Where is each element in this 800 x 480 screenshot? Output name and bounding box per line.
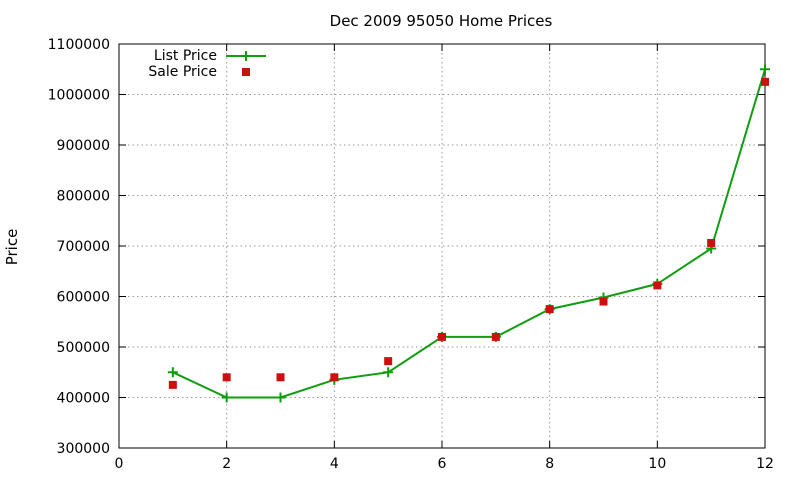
- legend: List Price Sale Price: [148, 48, 266, 80]
- sale-price-point: [222, 373, 231, 382]
- sale-price-point: [276, 373, 285, 382]
- grid: [119, 44, 765, 448]
- sale-price-point: [384, 357, 393, 366]
- sale-price-point: [545, 305, 554, 314]
- sale-price-point: [599, 297, 608, 306]
- legend-marker-sale-price: [242, 68, 250, 76]
- legend-label-sale-price: Sale Price: [148, 64, 217, 80]
- y-tick-label: 300000: [57, 441, 110, 457]
- legend-swatch-sale-price: [242, 68, 250, 76]
- y-tick-label: 500000: [57, 340, 110, 356]
- y-tick-label: 1100000: [48, 37, 110, 53]
- x-tick-label: 4: [330, 456, 339, 472]
- x-tick-label: 10: [648, 456, 666, 472]
- y-tick-label: 700000: [57, 239, 110, 255]
- legend-swatch-list-price: [226, 51, 266, 61]
- sale-price-point: [761, 77, 769, 86]
- y-tick-label: 400000: [57, 391, 110, 407]
- chart-title: Dec 2009 95050 Home Prices: [330, 12, 553, 30]
- list-price-point: [760, 64, 770, 75]
- sale-price-point: [491, 332, 500, 341]
- x-tick-label: 6: [438, 456, 447, 472]
- list-price-line: [172, 69, 766, 399]
- axis-ticks: 300000 400000 500000 600000 700000 800000 9000…: [48, 37, 774, 472]
- sale-price-point: [707, 238, 716, 247]
- y-tick-label: 900000: [57, 138, 110, 154]
- sale-price-point: [168, 380, 177, 389]
- sale-price-point: [438, 332, 446, 341]
- list-price-point: [167, 367, 178, 378]
- legend-marker-list-price: [241, 51, 251, 61]
- sale-price-point: [330, 373, 339, 382]
- x-tick-label: 2: [222, 456, 231, 472]
- series-layer: [167, 64, 770, 403]
- x-tick-label: 8: [545, 456, 554, 472]
- x-tick-label: 0: [115, 456, 124, 472]
- x-tick-label: 12: [756, 456, 774, 472]
- y-axis-label: Price: [3, 229, 21, 266]
- list-price-point: [383, 367, 394, 378]
- sale-price-point: [653, 281, 662, 290]
- y-tick-label: 1000000: [48, 88, 110, 104]
- legend-label-list-price: List Price: [154, 48, 217, 64]
- y-tick-label: 800000: [57, 189, 110, 205]
- list-price-point: [221, 392, 232, 403]
- list-price-point: [275, 392, 286, 403]
- y-tick-label: 600000: [57, 290, 110, 306]
